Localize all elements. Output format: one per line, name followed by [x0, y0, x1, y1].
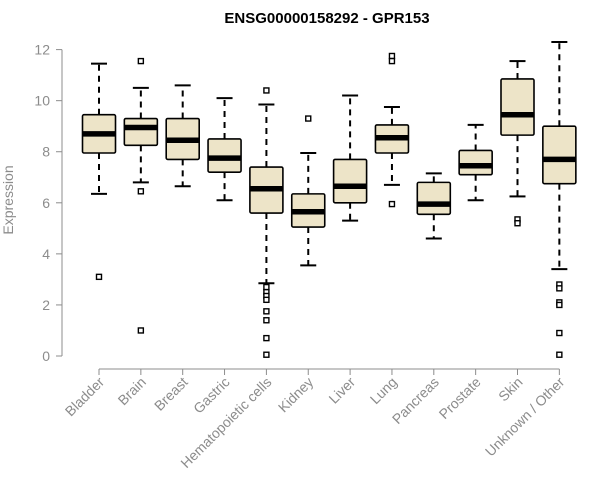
boxes-layer	[81, 40, 577, 358]
outlier-point	[388, 52, 396, 60]
box-skin	[500, 60, 535, 227]
x-tick-label: Bladder	[62, 374, 108, 420]
y-tick-label: 0	[42, 348, 50, 364]
outlier-point	[388, 57, 396, 65]
outlier-point	[263, 308, 270, 315]
box-lung	[374, 52, 410, 208]
y-tick-label: 10	[34, 93, 50, 109]
box-hematopoietic-cells	[249, 87, 284, 358]
y-axis: 0 2 4 6 8 10 12	[34, 42, 63, 364]
y-tick-label: 8	[42, 144, 50, 160]
box-iqr	[416, 181, 452, 216]
x-tick-label: Breast	[151, 374, 191, 414]
y-axis-label: Expression	[0, 165, 16, 234]
outlier-point	[305, 115, 312, 122]
box-gastric	[207, 97, 242, 202]
outlier-point	[263, 296, 270, 304]
box-brain	[123, 57, 159, 334]
y-tick-label: 6	[42, 195, 50, 211]
x-tick-label: Kidney	[275, 374, 317, 416]
x-tick-label: Liver	[325, 374, 358, 407]
outlier-point	[556, 301, 563, 309]
outlier-point	[263, 283, 270, 291]
outlier-point	[556, 285, 563, 292]
x-tick-label: Skin	[495, 374, 526, 405]
outlier-point	[137, 188, 145, 195]
box-breast	[165, 84, 200, 188]
outlier-point	[263, 351, 270, 358]
x-tick-label: Unknown / Other	[482, 374, 568, 460]
outlier-point	[556, 329, 563, 337]
box-iqr	[542, 125, 577, 185]
outlier-point	[137, 57, 145, 65]
x-tick-label: Brain	[115, 374, 149, 408]
box-liver	[332, 94, 368, 222]
outlier-point	[388, 200, 396, 208]
outlier-point	[95, 273, 103, 281]
box-bladder	[81, 62, 117, 281]
box-prostate	[458, 123, 493, 202]
outlier-point	[263, 334, 270, 342]
y-tick-label: 12	[34, 42, 50, 58]
x-tick-label: Prostate	[436, 374, 484, 422]
y-tick-label: 4	[42, 246, 50, 262]
outlier-point	[514, 220, 521, 227]
outlier-point	[263, 87, 270, 94]
outlier-point	[556, 351, 563, 358]
x-tick-label: Lung	[367, 374, 400, 407]
box-unknown-other	[542, 40, 577, 358]
box-pancreas	[416, 172, 452, 240]
box-iqr	[332, 158, 368, 204]
box-iqr	[500, 78, 535, 136]
outlier-point	[263, 317, 270, 324]
outlier-point	[137, 327, 145, 334]
y-tick-label: 2	[42, 297, 50, 313]
box-iqr	[458, 149, 493, 176]
x-tick-label: Pancreas	[389, 374, 442, 427]
chart-title: ENSG00000158292 - GPR153	[224, 10, 429, 27]
box-kidney	[290, 115, 326, 267]
box-iqr	[123, 117, 159, 147]
